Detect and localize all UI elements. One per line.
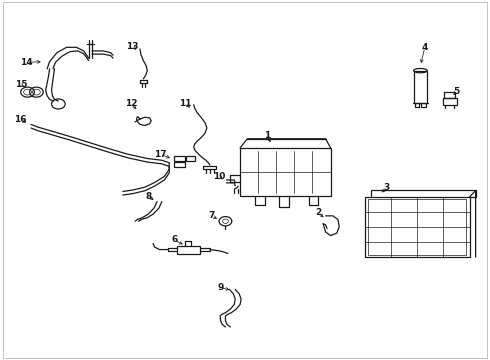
Bar	[176, 246, 200, 253]
Text: 2: 2	[315, 208, 321, 217]
Text: 5: 5	[453, 86, 460, 95]
Text: 13: 13	[126, 42, 139, 51]
Text: 4: 4	[421, 43, 428, 52]
Bar	[443, 98, 457, 105]
Bar	[174, 156, 185, 161]
Bar	[414, 71, 427, 103]
Bar	[186, 156, 195, 161]
Text: 3: 3	[384, 183, 390, 192]
Text: 15: 15	[15, 81, 27, 90]
Bar	[174, 162, 185, 167]
Text: 8: 8	[145, 192, 151, 201]
Text: 11: 11	[179, 99, 192, 108]
Text: 14: 14	[20, 58, 32, 67]
Bar	[368, 199, 466, 255]
Bar	[444, 92, 455, 98]
Text: 7: 7	[209, 211, 215, 220]
Bar	[240, 148, 331, 196]
Text: 6: 6	[171, 235, 177, 244]
Text: 12: 12	[125, 99, 137, 108]
Text: 10: 10	[213, 172, 225, 181]
Bar	[365, 197, 470, 257]
Text: 1: 1	[264, 131, 270, 140]
Text: 16: 16	[14, 115, 26, 124]
Text: 9: 9	[218, 283, 224, 292]
Text: 17: 17	[154, 150, 167, 159]
